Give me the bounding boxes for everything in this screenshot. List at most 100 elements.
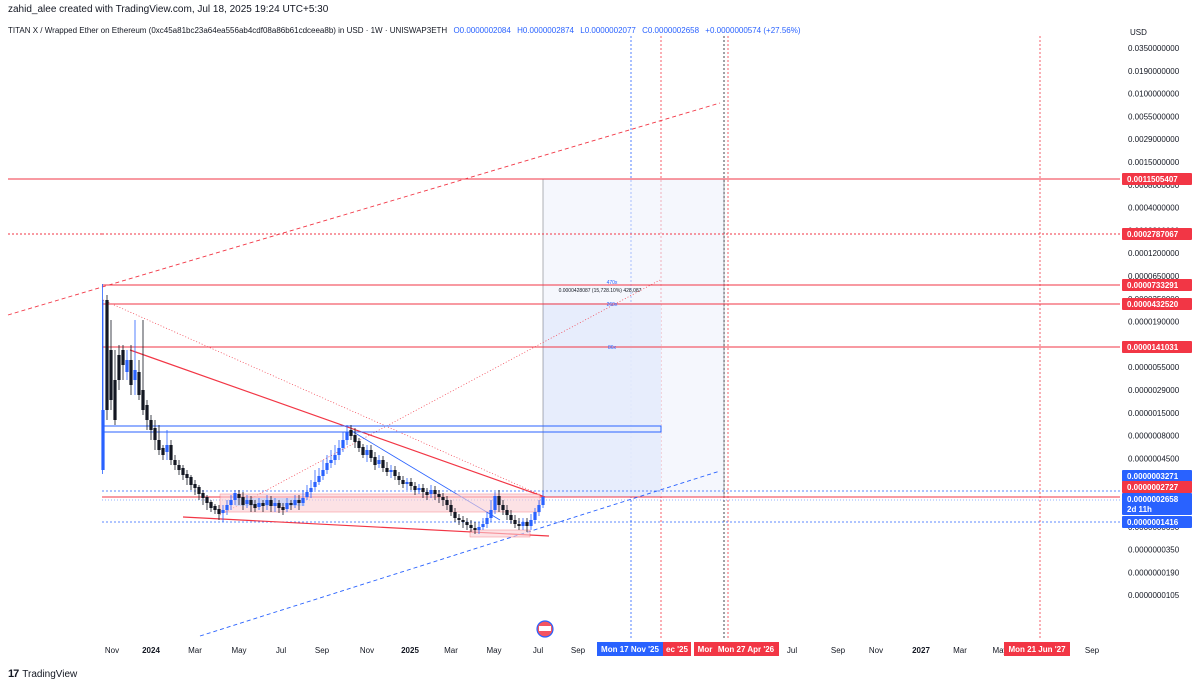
candle-body bbox=[361, 447, 365, 455]
candle bbox=[425, 488, 429, 500]
symbol-title[interactable]: TITAN X / Wrapped Ether on Ethereum (0xc… bbox=[8, 26, 448, 35]
candle-body bbox=[117, 355, 121, 380]
candle-body bbox=[257, 503, 261, 507]
price-axis-label: 0.0000002658 bbox=[1122, 493, 1192, 505]
price-tick-label: 0.0001200000 bbox=[1128, 249, 1180, 258]
candle-body bbox=[369, 450, 373, 458]
candle bbox=[517, 518, 521, 530]
candle-body bbox=[381, 460, 385, 468]
candle-body bbox=[129, 360, 133, 385]
candle bbox=[213, 504, 217, 514]
candle-body bbox=[113, 380, 117, 420]
price-tick-label: 0.0000000350 bbox=[1128, 546, 1180, 555]
candle-body bbox=[221, 510, 225, 513]
price-label-bg bbox=[1122, 470, 1192, 482]
candle bbox=[165, 430, 169, 460]
candle bbox=[161, 445, 165, 460]
price-axis-label: 0.0000002727 bbox=[1122, 481, 1192, 493]
candle bbox=[221, 505, 225, 522]
price-label-bg bbox=[1122, 341, 1192, 353]
candle bbox=[333, 445, 337, 465]
economic-event-icon bbox=[536, 620, 554, 638]
candle-body bbox=[157, 440, 161, 450]
candle bbox=[525, 518, 529, 532]
candle bbox=[257, 498, 261, 510]
time-tick-label: Sep bbox=[315, 646, 330, 655]
candle bbox=[149, 415, 153, 440]
candle-body bbox=[133, 370, 137, 380]
candle bbox=[109, 320, 113, 410]
candle-body bbox=[365, 450, 369, 455]
time-tick-label: Mar bbox=[444, 646, 458, 655]
candle-body bbox=[137, 372, 141, 395]
price-label-bg bbox=[1122, 173, 1192, 185]
target-pct-label: 260x bbox=[607, 302, 618, 308]
time-tick-label: Jul bbox=[787, 646, 797, 655]
candle bbox=[145, 400, 149, 430]
candles-layer bbox=[101, 295, 545, 534]
trend-line-upper bbox=[7, 102, 721, 316]
candle-body bbox=[445, 500, 449, 505]
candle bbox=[381, 456, 385, 472]
candle-body bbox=[349, 430, 353, 436]
candle-body bbox=[289, 503, 293, 505]
candle bbox=[117, 345, 121, 390]
candle-body bbox=[109, 350, 113, 400]
candle-body bbox=[525, 522, 529, 526]
candle bbox=[469, 520, 473, 532]
candle-body bbox=[413, 486, 417, 490]
candle bbox=[121, 345, 125, 380]
price-tick-label: 0.0000008000 bbox=[1128, 432, 1180, 441]
candle bbox=[309, 480, 313, 498]
candle bbox=[445, 496, 449, 510]
candle-body bbox=[245, 500, 249, 504]
candle bbox=[505, 505, 509, 520]
candle-body bbox=[461, 520, 465, 522]
candle bbox=[533, 508, 537, 524]
candle bbox=[269, 496, 273, 512]
price-label-bg bbox=[1122, 503, 1192, 515]
candle bbox=[197, 485, 201, 500]
price-tick-label: 0.0004000000 bbox=[1128, 204, 1180, 213]
candle-body bbox=[237, 494, 241, 498]
candle-body bbox=[417, 488, 421, 490]
candle-body bbox=[325, 463, 329, 470]
candle-body bbox=[537, 505, 541, 512]
chart-credit: zahid_alee created with TradingView.com,… bbox=[8, 4, 329, 15]
candle bbox=[129, 345, 133, 395]
candle bbox=[301, 490, 305, 506]
candle bbox=[417, 484, 421, 494]
candle-body bbox=[225, 505, 229, 510]
candle-body bbox=[485, 518, 489, 524]
measure-label: 0.0000428087 (15,728.10%) 428,087 bbox=[559, 288, 642, 294]
candle-body bbox=[149, 420, 153, 430]
candle bbox=[237, 490, 241, 505]
candle bbox=[373, 452, 377, 470]
candle bbox=[453, 508, 457, 522]
candle-body bbox=[453, 512, 457, 518]
candle-body bbox=[441, 497, 445, 500]
ohlc-close: C0.0000002658 bbox=[642, 26, 700, 35]
resistance-line bbox=[129, 349, 546, 498]
candle bbox=[217, 505, 221, 520]
candle bbox=[281, 503, 285, 515]
candle bbox=[493, 492, 497, 514]
candle-body bbox=[197, 487, 201, 494]
candle bbox=[353, 428, 357, 448]
candle-body bbox=[393, 470, 397, 476]
date-label-bg bbox=[713, 642, 779, 656]
price-label-text: 0.0011505407 bbox=[1127, 175, 1178, 184]
time-tick-label: 2025 bbox=[401, 646, 419, 655]
date-axis-label: Mon 17 Nov '25 bbox=[597, 642, 663, 656]
candle-body bbox=[269, 500, 273, 506]
tradingview-logo: 17 TradingView bbox=[8, 668, 77, 680]
price-label-text: 0.0000002658 bbox=[1127, 495, 1179, 504]
candle bbox=[241, 492, 245, 510]
price-tick-label: 0.0190000000 bbox=[1128, 67, 1180, 76]
candle-body bbox=[397, 476, 401, 480]
time-tick-label: 2027 bbox=[912, 646, 930, 655]
price-tick-label: 0.0008000000 bbox=[1128, 181, 1180, 190]
currency-label[interactable]: USD bbox=[1130, 28, 1147, 37]
price-label-text: 0.0002787067 bbox=[1127, 230, 1179, 239]
